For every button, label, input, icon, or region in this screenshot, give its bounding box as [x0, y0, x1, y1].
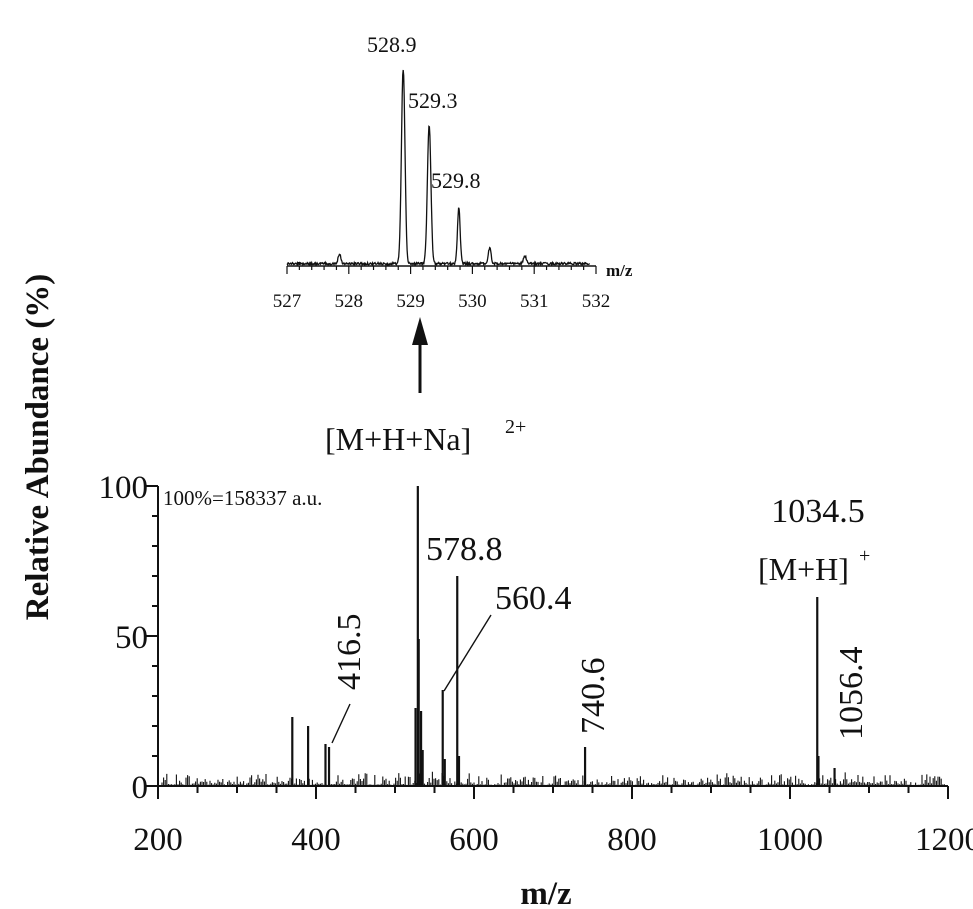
inset-trace	[286, 69, 591, 268]
leader-line-416	[331, 703, 351, 744]
y-tick-label: 100	[99, 470, 149, 506]
mhna-ion-label: [M+H+Na]	[325, 421, 471, 457]
mh-ion-label: [M+H]	[758, 551, 849, 587]
inset-x-tick-label: 530	[458, 291, 487, 312]
mhna-ion-charge: 2+	[505, 416, 526, 438]
inset-x-tick-label: 531	[520, 291, 549, 312]
scale-note: 100%=158337 a.u.	[163, 486, 322, 510]
x-tick-label: 600	[449, 822, 499, 858]
peak-label: 1034.5	[771, 493, 865, 530]
mh-ion-charge: +	[859, 545, 870, 567]
x-tick-label: 1200	[915, 822, 973, 858]
x-tick-label: 200	[133, 822, 183, 858]
y-axis-title: Relative Abundance (%)	[20, 274, 56, 621]
baseline-noise	[161, 771, 945, 786]
x-tick-label: 1000	[757, 822, 823, 858]
inset-x-tick-label: 532	[582, 291, 611, 312]
x-tick-label: 400	[291, 822, 341, 858]
arrow-up-icon	[412, 317, 428, 393]
x-tick-label: 800	[607, 822, 657, 858]
mh-ion-text: [M+H]	[758, 551, 849, 587]
y-tick-label: 50	[115, 620, 148, 656]
leader-line-560	[443, 614, 492, 692]
main-noise-trace	[161, 771, 945, 786]
inset-peak-label: 529.8	[431, 168, 481, 193]
inset-peak-label: 528.9	[367, 32, 417, 57]
main-peaks	[291, 486, 836, 786]
peak-label: 1056.4	[833, 647, 870, 741]
x-axis-title: m/z	[520, 876, 571, 909]
peak-label: 740.6	[575, 658, 612, 735]
inset-peak-label: 529.3	[408, 88, 458, 113]
peak-label: 416.5	[331, 614, 368, 691]
main-peak-labels: 578.8 560.4 1034.5 416.5 740.6 1056.4	[331, 493, 870, 744]
y-tick-label: 0	[132, 770, 149, 806]
inset-x-tick-label: 529	[396, 291, 425, 312]
inset-x-axis-title: m/z	[606, 261, 633, 280]
inset-axes: 527 528 529 530 531 532	[273, 265, 611, 312]
inset-profile-line	[286, 69, 591, 268]
peak-label: 578.8	[426, 531, 503, 568]
inset-peak-labels: 528.9 529.3 529.8	[367, 32, 481, 193]
peak-label: 560.4	[495, 580, 572, 617]
inset-x-tick-label: 528	[335, 291, 364, 312]
inset-x-tick-label: 527	[273, 291, 302, 312]
main-axes: 200 400 600 800 1000 1200 0 50 100	[99, 470, 973, 858]
